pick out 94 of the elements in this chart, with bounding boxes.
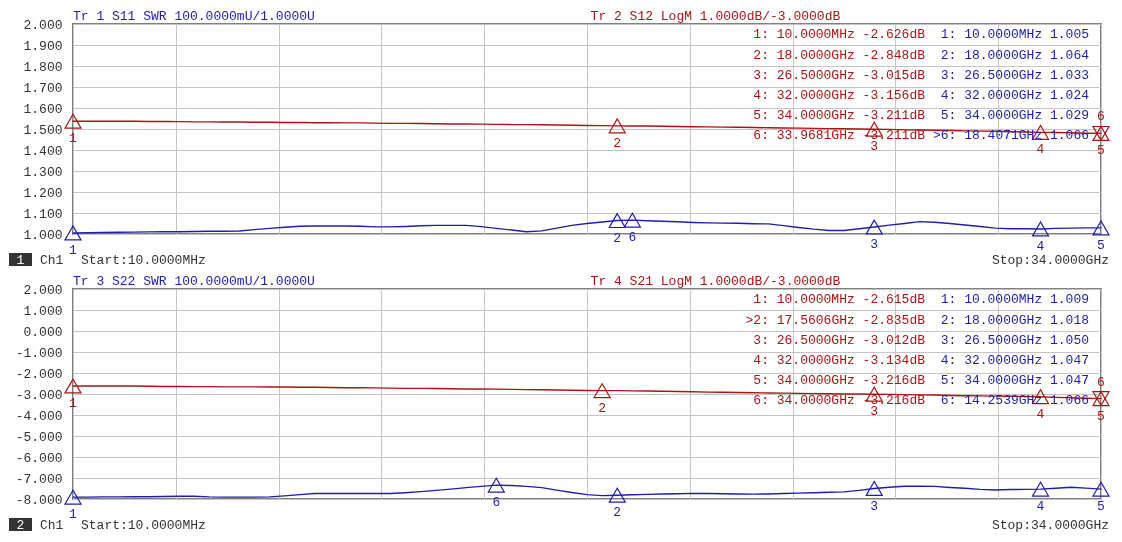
series-label: 4 [1036,238,1045,254]
series-label: 2 [613,135,622,151]
point [608,487,626,503]
text: Start:10.0000MHz [81,252,206,268]
text: 2 [16,518,25,533]
annotation: 5: 34.0000GHz 1.029 [940,107,1089,123]
text: Stop:34.0000GHz [991,252,1109,268]
series-label: 2 [598,400,607,416]
annotation: 4: 32.0000GHz 1.047 [940,352,1089,368]
y-tick-label: -3.000 [15,387,63,403]
annotation: 3: 26.5000GHz 1.033 [940,67,1089,83]
annotation: 5: 34.0000GHz 1.047 [940,372,1089,388]
annotation: 1: 10.0000MHz -2.626dB [753,27,926,43]
y-tick-label: -4.000 [15,408,63,424]
text: Tr 2 S12 LogM 1.0000dB/-3.0000dB [590,9,841,25]
point [64,378,82,394]
series-label: 3 [870,139,879,155]
annotation: 2: 18.0000GHz -2.848dB [753,47,926,63]
text: Start:10.0000MHz [81,517,206,533]
annotation: 1: 10.0000MHz 1.005 [940,27,1089,43]
annotation: 1: 10.0000MHz -2.615dB [753,292,926,308]
y-tick-label: -5.000 [15,429,63,445]
y-tick-label: -2.000 [15,366,63,382]
series-label: 4 [1036,142,1045,158]
series-label: 2 [613,230,622,246]
y-tick-label: 1.000 [23,227,63,243]
annotation: 4: 32.0000GHz -3.156dB [753,87,926,103]
y-tick-label: 2.000 [23,17,63,33]
y-tick-label: -6.000 [15,450,63,466]
y-tick-label: -8.000 [15,492,63,508]
y-tick-label: 1.900 [23,38,63,54]
annotation: >2: 17.5606GHz -2.835dB [745,312,926,328]
y-tick-label: -7.000 [15,471,63,487]
point [1092,220,1110,236]
annotation: 3: 26.5000GHz -3.015dB [753,67,926,83]
series-label: 5 [1097,499,1105,515]
point [64,489,82,505]
series-label: 5 [1097,143,1105,159]
point [865,219,883,235]
point [593,383,611,399]
text: Tr 4 S21 LogM 1.0000dB/-3.0000dB [590,274,841,290]
point [608,213,626,229]
series-label: 5 [1097,237,1105,253]
annotation: 5: 34.0000GHz -3.211dB [753,107,926,123]
point [608,118,626,134]
series-label: 3 [870,237,879,253]
point [487,477,505,493]
point [1092,481,1110,497]
y-tick-label: -1.000 [15,345,63,361]
series-label: 6 [628,230,637,246]
y-tick-label: 2.000 [23,282,63,298]
y-tick-label: 1.800 [23,59,63,75]
y-tick-label: 1.300 [23,164,63,180]
point [64,113,82,129]
annotation: 5: 34.0000GHz -3.216dB [753,372,926,388]
series-label: 6 [492,495,501,511]
annotation: 4: 32.0000GHz 1.024 [940,87,1090,103]
point [64,225,82,241]
text: Ch1 [40,252,64,268]
series-label: 1 [69,131,78,147]
y-tick-label: 1.600 [23,101,63,117]
series-label: 6 [1097,374,1105,390]
series-label: 5 [1097,408,1105,424]
series-label: 1 [69,242,78,258]
series-label: 4 [1036,406,1045,422]
y-tick-label: 1.000 [23,303,63,319]
y-tick-label: 1.200 [23,185,63,201]
series-label: 3 [870,498,879,514]
annotation: 2: 18.0000GHz 1.064 [940,47,1090,63]
y-tick-label: 0.000 [23,324,63,340]
text: 1 [16,253,25,268]
annotation: 2: 18.0000GHz 1.018 [940,312,1089,328]
point [623,212,641,228]
series-label: 2 [613,505,622,521]
text: Tr 1 S11 SWR 100.0000mU/1.0000U [73,9,315,25]
y-tick-label: 1.700 [23,80,63,96]
point [865,480,883,497]
annotation: 4: 32.0000GHz -3.134dB [753,352,926,368]
series-label: 4 [1036,499,1045,515]
series-label: 1 [69,507,78,523]
y-tick-label: 1.100 [23,206,63,222]
series-label: 6 [1097,109,1105,125]
series-label: 1 [69,396,78,412]
y-tick-label: 1.400 [23,143,63,159]
text: Ch1 [40,517,64,533]
annotation: 3: 26.5000GHz -3.012dB [753,332,926,348]
text: Tr 3 S22 SWR 100.0000mU/1.0000U [73,274,315,290]
series-label: 3 [870,404,879,420]
point [1031,481,1050,497]
annotation: 1: 10.0000MHz 1.009 [940,292,1089,308]
y-tick-label: 1.500 [23,122,63,138]
point [1031,221,1050,237]
text: Stop:34.0000GHz [991,517,1109,533]
annotation: 3: 26.5000GHz 1.050 [940,332,1089,348]
